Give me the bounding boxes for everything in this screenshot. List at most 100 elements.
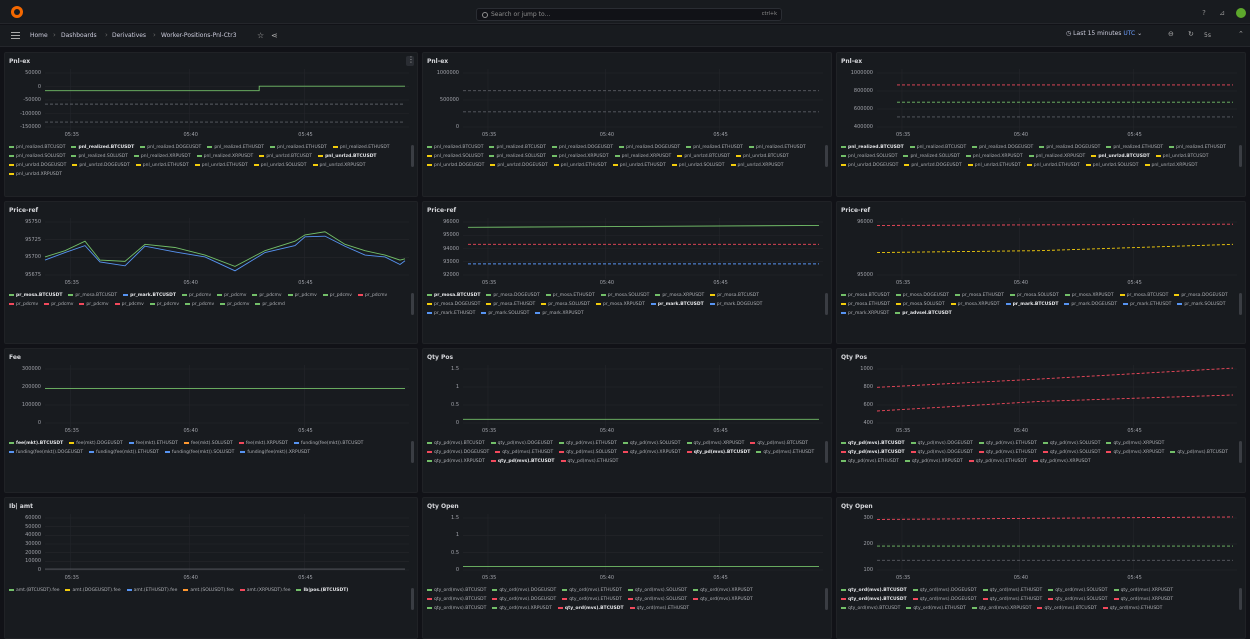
legend-item[interactable]: qty_ord(mvs).DOGEUSDT xyxy=(912,595,977,604)
legend-item[interactable]: pnl_realized.SOLUSDT xyxy=(427,152,483,161)
legend-item[interactable]: pnl_unrlzd.BTCUSDT xyxy=(1091,152,1150,161)
legend-item[interactable]: pr_mark.ETHUSDT xyxy=(1123,300,1171,309)
legend-item[interactable]: pnl_realized.XRPUSDT xyxy=(551,152,609,161)
legend-item[interactable]: pr_pdcmv xyxy=(357,291,387,300)
legend-item[interactable]: pnl_unrlzd.ETHUSDT xyxy=(553,161,607,170)
legend-item[interactable]: fee(mkt).BTCUSDT xyxy=(9,439,63,448)
legend-scrollbar[interactable] xyxy=(825,588,828,610)
legend-item[interactable]: qty_pd(mvs).ETHUSDT xyxy=(978,439,1037,448)
legend-item[interactable]: qty_pd(mvs).DOGEUSDT xyxy=(427,448,489,457)
legend-item[interactable]: pnl_realized.ETHUSDT xyxy=(686,143,743,152)
legend-scrollbar[interactable] xyxy=(1239,293,1242,315)
legend-item[interactable]: pr_pdcmv xyxy=(9,300,38,309)
legend-item[interactable]: qty_ord(mvs).ETHUSDT xyxy=(629,604,689,613)
legend-item[interactable]: qty_pd(mvs).ETHUSDT xyxy=(968,457,1027,466)
legend-item[interactable]: qty_ord(mvs).BTCUSDT xyxy=(841,586,907,595)
grafana-logo-icon[interactable] xyxy=(11,6,23,18)
search-input[interactable]: Search or jump to... ctrl+k xyxy=(476,8,782,21)
legend-item[interactable]: pr_mosa.SOLUSDT xyxy=(1010,291,1059,300)
legend-item[interactable]: qty_ord(mvs).SOLUSDT xyxy=(1048,595,1108,604)
legend-item[interactable]: pr_mosa.XRPUSDT xyxy=(1064,291,1114,300)
legend-item[interactable]: pr_mosa.DOGEUSDT xyxy=(486,291,540,300)
legend-item[interactable]: funding(fee(mkt)).DOGEUSDT xyxy=(9,448,83,457)
legend-item[interactable]: qty_pd(mvs).XRPUSDT xyxy=(427,457,485,466)
legend-item[interactable]: qty_pd(mvs).ETHUSDT xyxy=(978,448,1037,457)
legend-item[interactable]: pnl_realized.ETHUSDT xyxy=(270,143,327,152)
legend-item[interactable]: qty_ord(mvs).ETHUSDT xyxy=(562,595,622,604)
legend-item[interactable]: pnl_realized.BTCUSDT xyxy=(71,143,134,152)
legend-item[interactable]: pnl_realized.ETHUSDT xyxy=(1106,143,1163,152)
legend-item[interactable]: amt.(ETHUSDT).fee xyxy=(126,586,177,595)
legend-item[interactable]: pr_mosa.ETHUSDT xyxy=(841,300,890,309)
legend-item[interactable]: qty_ord(mvs).ETHUSDT xyxy=(1102,604,1162,613)
legend-item[interactable]: pr_mosa.BTCUSDT xyxy=(1119,291,1168,300)
legend-item[interactable]: qty_ord(mvs).SOLUSDT xyxy=(1048,586,1108,595)
legend-item[interactable]: pnl_realized.DOGEUSDT xyxy=(551,143,613,152)
legend-item[interactable]: qty_pd(mvs).ETHUSDT xyxy=(495,448,553,457)
legend-item[interactable]: pr_mosa.SOLUSDT xyxy=(600,291,649,300)
legend-item[interactable]: pr_pdcmd xyxy=(255,300,285,309)
legend-item[interactable]: qty_pd(mvs).BTCUSDT xyxy=(841,439,905,448)
legend-item[interactable]: qty_ord(mvs).BTCUSDT xyxy=(557,604,624,613)
legend-item[interactable]: pr_mosa.ETHUSDT xyxy=(545,291,595,300)
breadcrumb-home[interactable]: Home xyxy=(30,32,48,39)
legend-item[interactable]: pr_mosa.BTCUSDT xyxy=(9,291,62,300)
legend-item[interactable]: pnl_realized.BTCUSDT xyxy=(841,143,904,152)
legend-item[interactable]: pr_pdcmv xyxy=(181,291,211,300)
legend-item[interactable]: qty_ord(mvs).DOGEUSDT xyxy=(492,595,556,604)
legend-item[interactable]: qty_ord(mvs).SOLUSDT xyxy=(627,586,687,595)
legend-item[interactable]: qty_ord(mvs).BTCUSDT xyxy=(427,604,486,613)
legend-item[interactable]: pnl_unrlzd.BTCUSDT xyxy=(1155,152,1209,161)
time-series-plot[interactable] xyxy=(423,67,829,137)
legend-item[interactable]: pr_mosa.SOLUSDT xyxy=(895,300,945,309)
legend-item[interactable]: pr_mark.SOLUSDT xyxy=(481,309,529,318)
legend-scrollbar[interactable] xyxy=(411,441,414,463)
legend-item[interactable]: qty_ord(mvs).XRPUSDT xyxy=(971,604,1031,613)
time-series-plot[interactable] xyxy=(837,216,1243,285)
legend-item[interactable]: qty_pd(mvs).XRPUSDT xyxy=(1032,457,1091,466)
share-icon[interactable]: ⋖ xyxy=(271,31,278,40)
zoom-out-icon[interactable]: ⊖ xyxy=(1168,30,1174,38)
panel-qty-pos[interactable]: Qty Pos 1000 800 600 400 05:35 05:40 05:45 qty_p… xyxy=(836,348,1246,493)
refresh-icon[interactable]: ↻ xyxy=(1188,30,1194,38)
legend-item[interactable]: pnl_unrlzd.BTCUSDT xyxy=(736,152,789,161)
legend-item[interactable]: pr_mark.DOGEUSDT xyxy=(1064,300,1117,309)
legend-item[interactable]: pnl_realized.XRPUSDT xyxy=(196,152,253,161)
legend-scrollbar[interactable] xyxy=(1239,588,1242,610)
legend-item[interactable]: pnl_unrlzd.DOGEUSDT xyxy=(9,161,66,170)
legend-item[interactable]: pnl_realized.DOGEUSDT xyxy=(140,143,201,152)
legend-item[interactable]: qty_pd(mvs).ETHUSDT xyxy=(756,448,814,457)
legend-item[interactable]: pr_mosa.DOGEUSDT xyxy=(895,291,949,300)
legend-item[interactable]: pnl_unrlzd.BTCUSDT xyxy=(318,152,377,161)
legend-item[interactable]: pnl_realized.ETHUSDT xyxy=(1169,143,1226,152)
panel-price-ref[interactable]: Price-ref 95750 95725 95700 95675 05:35 05:40 0… xyxy=(4,201,418,344)
legend-item[interactable]: pnl_unrlzd.ETHUSDT xyxy=(1026,161,1080,170)
legend-item[interactable]: pr_pdcmv xyxy=(220,300,249,309)
legend-item[interactable]: pnl_realized.XRPUSDT xyxy=(965,152,1023,161)
legend-item[interactable]: pr_mosa.XRPUSDT xyxy=(950,300,1000,309)
panel-menu-icon[interactable] xyxy=(406,55,415,66)
legend-item[interactable]: qty_pd(mvs).ETHUSDT xyxy=(841,457,899,466)
legend-item[interactable]: qty_pd(mvs).SOLUSDT xyxy=(622,439,681,448)
legend-item[interactable]: pr_pdcmv xyxy=(114,300,144,309)
legend-item[interactable]: qty_pd(mvs).DOGEUSDT xyxy=(910,439,973,448)
legend-item[interactable]: fee(mkt).SOLUSDT xyxy=(183,439,233,448)
legend-scrollbar[interactable] xyxy=(825,145,828,167)
legend-item[interactable]: pr_pdcmv xyxy=(185,300,214,309)
avatar[interactable] xyxy=(1236,8,1246,18)
legend-item[interactable]: pnl_unrlzd.DOGEUSDT xyxy=(904,161,962,170)
legend-item[interactable]: pr_mosa.BTCUSDT xyxy=(427,291,480,300)
legend-item[interactable]: qty_pd(mvs).DOGEUSDT xyxy=(910,448,973,457)
legend-item[interactable]: pr_mark.DOGEUSDT xyxy=(709,300,762,309)
legend-item[interactable]: qty_ord(mvs).XRPUSDT xyxy=(492,604,552,613)
legend-item[interactable]: pr_mark.BTCUSDT xyxy=(123,291,176,300)
legend-item[interactable]: pnl_unrlzd.BTCUSDT xyxy=(259,152,312,161)
legend-item[interactable]: qty_ord(mvs).XRPUSDT xyxy=(693,586,753,595)
time-series-plot[interactable] xyxy=(5,216,415,285)
legend-item[interactable]: pr_mosa.DOGEUSDT xyxy=(1174,291,1228,300)
panel-pnl-ex[interactable]: Pnl-ex 1000000 800000 600000 400000 05:35 05:4… xyxy=(836,52,1246,197)
legend-item[interactable]: qty_pd(mvs).SOLUSDT xyxy=(1042,439,1100,448)
legend-item[interactable]: pnl_realized.BTCUSDT xyxy=(909,143,966,152)
legend-item[interactable]: pnl_unrlzd.SOLUSDT xyxy=(253,161,307,170)
legend-item[interactable]: qty_ord(mvs).ETHUSDT xyxy=(982,586,1042,595)
